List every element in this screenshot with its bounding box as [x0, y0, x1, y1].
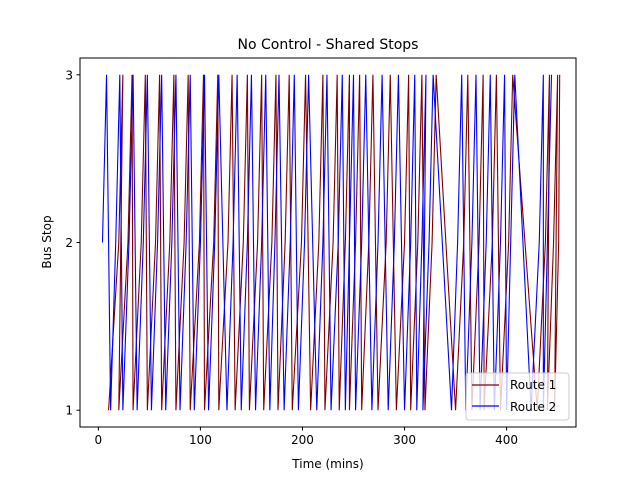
x-axis-label: Time (mins) [291, 457, 363, 471]
x-tick-label: 300 [393, 433, 416, 447]
series-line-route-2 [101, 74, 553, 411]
y-tick-label: 2 [65, 236, 73, 250]
y-tick-label: 3 [65, 68, 73, 82]
series-layer [101, 74, 561, 411]
legend: Route 1 Route 2 [465, 372, 570, 421]
legend-label-route-1: Route 1 [510, 378, 556, 392]
x-axis: 0 100 200 300 400 [95, 427, 518, 447]
plot-area [80, 58, 576, 427]
legend-label-route-2: Route 2 [510, 400, 556, 414]
chart-title: No Control - Shared Stops [238, 37, 419, 53]
x-tick-label: 400 [495, 433, 518, 447]
x-tick-label: 0 [95, 433, 103, 447]
y-axis: 1 2 3 [65, 68, 80, 418]
x-tick-label: 200 [291, 433, 314, 447]
series-line-route-1 [108, 74, 561, 411]
y-axis-label: Bus Stop [40, 215, 54, 268]
x-tick-label: 100 [189, 433, 212, 447]
y-tick-label: 1 [65, 404, 73, 418]
